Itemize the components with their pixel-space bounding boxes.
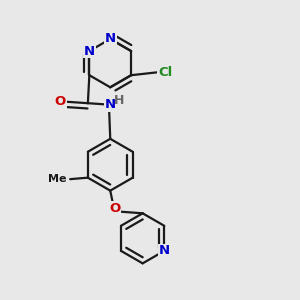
Text: N: N bbox=[84, 45, 95, 58]
Text: H: H bbox=[114, 94, 124, 107]
Text: N: N bbox=[105, 98, 116, 111]
Text: N: N bbox=[159, 244, 170, 257]
Text: O: O bbox=[109, 202, 121, 215]
Text: O: O bbox=[55, 95, 66, 108]
Text: N: N bbox=[105, 32, 116, 46]
Text: Me: Me bbox=[48, 174, 67, 184]
Text: Cl: Cl bbox=[158, 66, 172, 79]
